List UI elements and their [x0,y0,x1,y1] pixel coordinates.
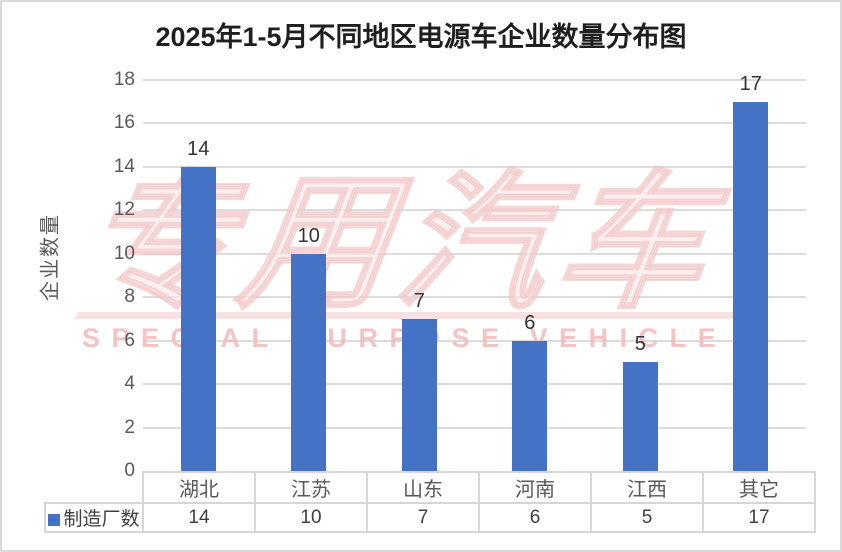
table-value-cell: 7 [366,502,480,533]
table-category-cell: 江西 [590,471,704,504]
bar-value-label: 6 [524,311,536,334]
table-value-cell: 10 [254,502,368,533]
legend-label: 制造厂数 [63,509,140,530]
bar-value-label: 14 [187,137,210,160]
table-value-cell: 14 [142,502,256,533]
table-category-cell: 河南 [478,471,592,504]
bar [401,318,437,471]
bar [622,362,658,471]
y-tick-label: 6 [124,329,135,351]
gridline [143,165,806,168]
gridline [143,209,806,212]
table-category-cell: 山东 [366,471,480,504]
table-value-row: 制造厂数 14 10 7 6 5 17 [44,502,816,533]
gridline [143,383,806,386]
y-tick-label: 18 [113,69,135,90]
table-category-cell: 江苏 [254,471,368,504]
legend-key-icon [48,514,61,526]
gridline [143,79,806,81]
gridline [143,339,806,342]
bar [291,253,327,471]
table-category-row: 湖北 江苏 山东 河南 江西 其它 [45,471,816,504]
bar-value-label: 7 [413,289,425,312]
bar [180,166,216,471]
gridlines-layer [143,79,806,471]
table-corner-cell [45,472,143,503]
bar-value-label: 10 [297,224,320,247]
table-value-cell: 6 [478,502,592,533]
table-value-cell: 5 [590,502,704,533]
bar-value-label: 5 [634,333,646,356]
data-table: 湖北 江苏 山东 河南 江西 其它 制造厂数 14 10 7 6 5 17 [44,471,816,533]
bar [733,101,769,471]
y-tick-label: 8 [124,286,135,308]
gridline [143,122,806,125]
table-value-cell: 17 [702,502,816,533]
bar [512,340,548,471]
bar-value-label: 17 [739,72,762,95]
legend-cell: 制造厂数 [44,502,144,533]
gridline [143,426,806,429]
y-tick-label: 2 [124,416,135,438]
y-tick-label: 12 [113,199,135,221]
y-tick-label: 14 [113,155,135,177]
plot-area: 14 10 7 6 5 17 [143,73,806,471]
table-category-cell: 湖北 [142,471,256,504]
y-tick-label: 16 [113,112,135,134]
gridline [143,252,806,255]
y-tick-label: 4 [124,373,135,395]
table-category-cell: 其它 [702,471,816,504]
chart-title: 2025年1-5月不同地区电源车企业数量分布图 [155,22,687,52]
y-tick-label: 10 [113,242,135,264]
gridline [143,296,806,299]
y-tick-label: 0 [124,460,135,481]
